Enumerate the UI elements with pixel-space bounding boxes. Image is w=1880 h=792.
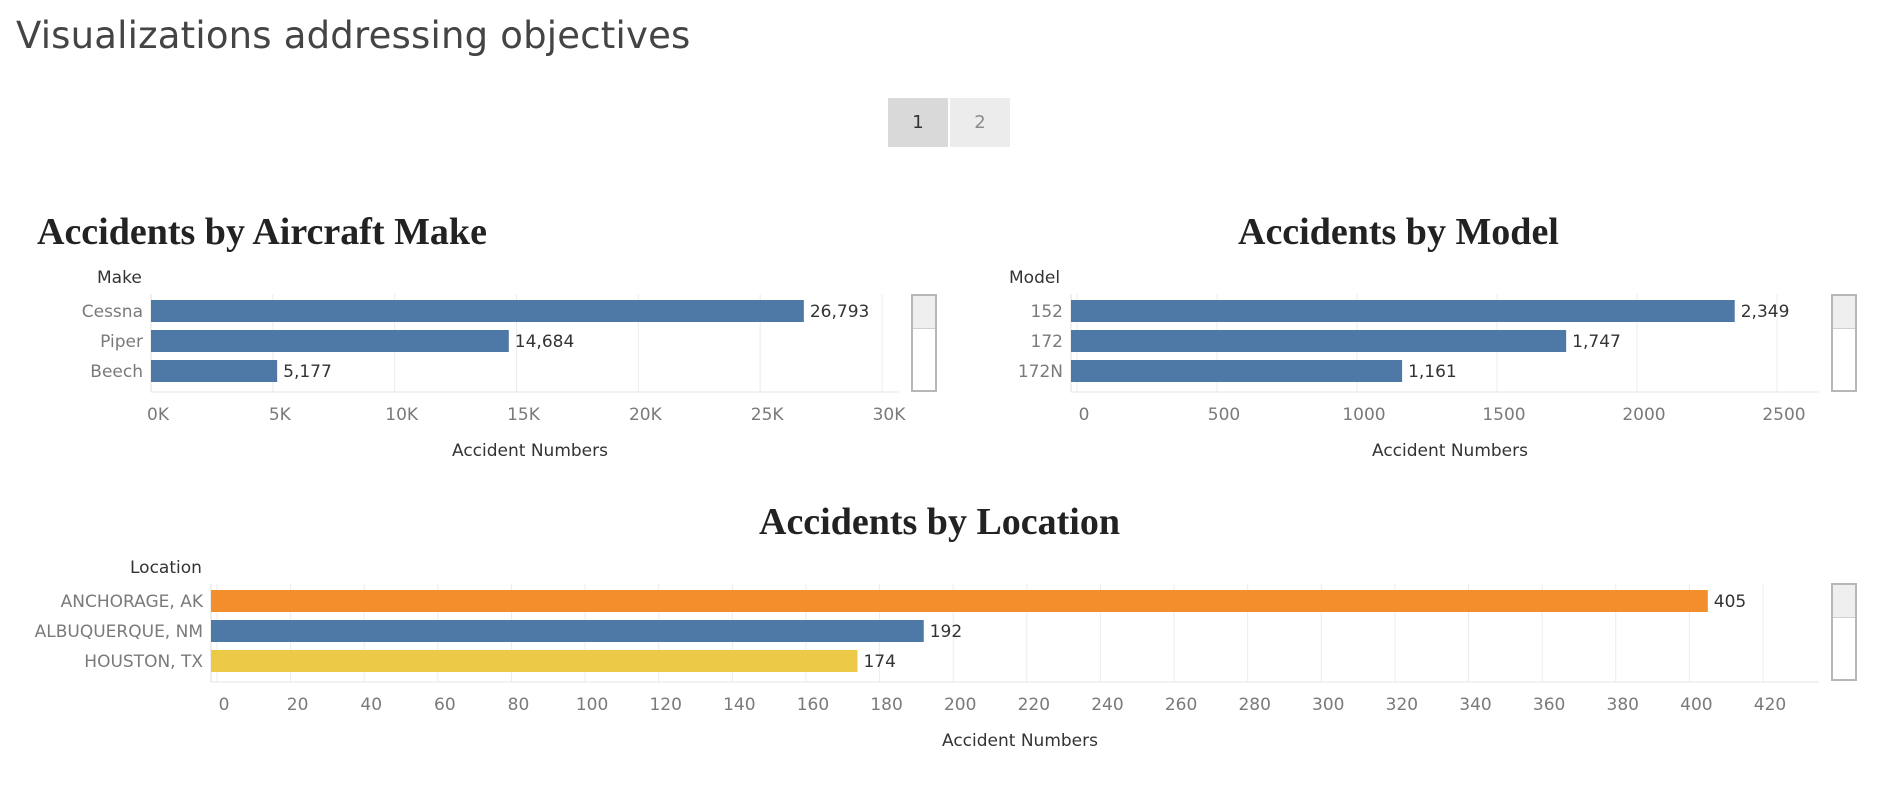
make-chart-scrollbar[interactable] [911, 294, 937, 392]
model-category-label: 172N [1018, 362, 1063, 382]
location-tick-label: 40 [360, 695, 382, 715]
model-bar-152 [1071, 300, 1735, 322]
model-scroll-thumb[interactable] [1833, 296, 1855, 329]
model-tick-label: 1500 [1482, 405, 1525, 425]
make-bar-piper [151, 330, 509, 352]
make-bar-beech [151, 360, 278, 382]
location-tick-label: 80 [508, 695, 530, 715]
location-tick-label: 280 [1238, 695, 1270, 715]
location-tick-label: 100 [576, 695, 608, 715]
model-x-axis-title: Accident Numbers [1372, 441, 1528, 461]
make-scroll-thumb[interactable] [913, 296, 935, 329]
model-tick-label: 1000 [1342, 405, 1385, 425]
model-category-label: 172 [1031, 332, 1063, 352]
location-tick-label: 180 [870, 695, 902, 715]
make-tick-label: 10K [385, 405, 419, 425]
location-tick-label: 160 [797, 695, 829, 715]
location-tick-label: 240 [1091, 695, 1123, 715]
page-tab-2[interactable]: 2 [950, 98, 1010, 147]
make-dimension-header: Make [97, 268, 142, 288]
location-bar-albuquerque-nm [211, 620, 924, 642]
location-tick-label: 300 [1312, 695, 1344, 715]
model-category-label: 152 [1031, 302, 1063, 322]
location-tick-label: 360 [1533, 695, 1565, 715]
model-bar-172n [1071, 360, 1403, 382]
make-value-label: 14,684 [515, 332, 574, 352]
location-bar-anchorage-ak [211, 590, 1708, 612]
location-tick-label: 400 [1680, 695, 1712, 715]
page-title: Visualizations addressing objectives [16, 14, 691, 57]
model-value-label: 2,349 [1741, 302, 1790, 322]
make-category-label: Piper [100, 332, 143, 352]
make-tick-label: 15K [507, 405, 541, 425]
location-tick-label: 140 [723, 695, 755, 715]
location-bar-houston-tx [211, 650, 858, 672]
location-category-label: HOUSTON, TX [84, 652, 203, 672]
make-tick-label: 30K [873, 405, 907, 425]
make-category-label: Cessna [82, 302, 143, 322]
location-tick-label: 420 [1754, 695, 1786, 715]
location-tick-label: 320 [1386, 695, 1418, 715]
location-tick-label: 0 [219, 695, 230, 715]
model-bar-172 [1071, 330, 1567, 352]
model-tick-label: 500 [1208, 405, 1240, 425]
location-x-axis-title: Accident Numbers [942, 731, 1098, 751]
make-tick-label: 25K [751, 405, 785, 425]
location-value-label: 405 [1714, 592, 1746, 612]
make-tick-label: 5K [269, 405, 292, 425]
location-tick-label: 220 [1018, 695, 1050, 715]
model-value-label: 1,747 [1572, 332, 1621, 352]
make-value-label: 26,793 [810, 302, 869, 322]
make-tick-label: 20K [629, 405, 663, 425]
location-tick-label: 120 [649, 695, 681, 715]
model-tick-label: 0 [1079, 405, 1090, 425]
page-tabs: 1 2 [888, 98, 1010, 147]
location-tick-label: 60 [434, 695, 456, 715]
location-tick-label: 340 [1459, 695, 1491, 715]
model-tick-label: 2000 [1622, 405, 1665, 425]
page-tab-1[interactable]: 1 [888, 98, 948, 147]
model-dimension-header: Model [1009, 268, 1060, 288]
model-tick-label: 2500 [1762, 405, 1805, 425]
location-value-label: 192 [930, 622, 962, 642]
model-chart-scrollbar[interactable] [1831, 294, 1857, 392]
location-dimension-header: Location [130, 558, 202, 578]
location-tick-label: 260 [1165, 695, 1197, 715]
make-chart-title: Accidents by Aircraft Make [37, 211, 487, 253]
location-chart-title: Accidents by Location [759, 501, 1120, 543]
location-tick-label: 380 [1607, 695, 1639, 715]
location-chart-scrollbar[interactable] [1831, 583, 1857, 681]
location-category-label: ANCHORAGE, AK [61, 592, 204, 612]
location-category-label: ALBUQUERQUE, NM [35, 622, 203, 642]
location-scroll-thumb[interactable] [1833, 585, 1855, 618]
make-category-label: Beech [90, 362, 143, 382]
model-value-label: 1,161 [1408, 362, 1457, 382]
model-chart-title: Accidents by Model [1238, 211, 1559, 253]
location-tick-label: 200 [944, 695, 976, 715]
make-bar-cessna [151, 300, 804, 322]
location-value-label: 174 [863, 652, 895, 672]
location-tick-label: 20 [287, 695, 309, 715]
make-x-axis-title: Accident Numbers [452, 441, 608, 461]
make-tick-label: 0K [147, 405, 170, 425]
make-value-label: 5,177 [283, 362, 332, 382]
